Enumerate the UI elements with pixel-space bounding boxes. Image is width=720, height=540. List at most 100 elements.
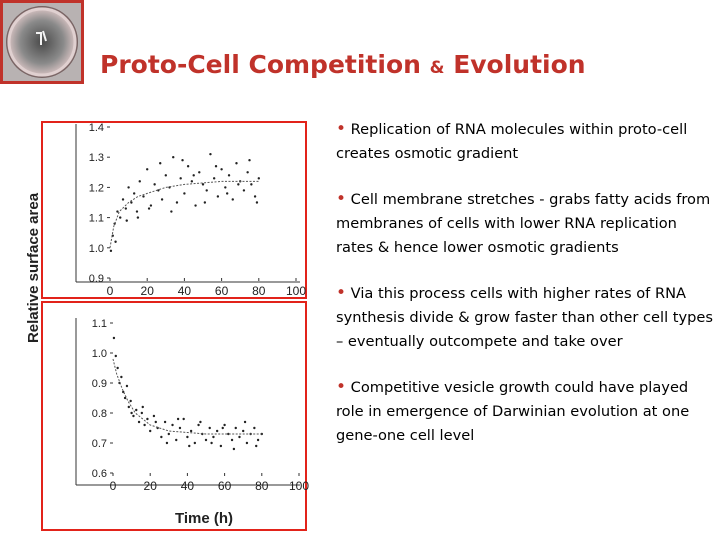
- c1-x-tick-label: 40: [178, 284, 192, 298]
- c2-x-tick-label: 40: [181, 479, 195, 493]
- c1-data-point: [138, 180, 141, 183]
- c1-data-point: [248, 159, 251, 162]
- c2-data-point: [143, 423, 146, 427]
- c1-data-point: [121, 198, 125, 201]
- c2-data-point: [123, 396, 127, 400]
- c2-data-point: [175, 438, 178, 442]
- c1-data-point: [157, 189, 160, 192]
- c1-data-point: [175, 201, 179, 204]
- c1-data-point: [170, 210, 173, 213]
- c1-data-point: [146, 168, 149, 171]
- chart1-frame: [41, 121, 307, 299]
- x-axis-label: Time (h): [175, 510, 233, 527]
- c1-data-point: [227, 174, 231, 177]
- c1-data-point: [214, 165, 218, 168]
- c1-data-point: [127, 186, 130, 189]
- c1-data-point: [164, 174, 167, 177]
- c1-data-point: [194, 204, 197, 207]
- y-axis-label: Relative surface area: [25, 192, 42, 343]
- c2-data-point: [130, 411, 133, 415]
- c2-data-point: [215, 429, 219, 433]
- c2-data-point: [253, 426, 256, 430]
- bullet-text: Cell membrane stretches - grabs fatty ac…: [336, 191, 711, 256]
- c2-data-point: [199, 420, 202, 424]
- c2-data-point: [146, 417, 149, 421]
- bullet-list: • Replication of RNA molecules within pr…: [336, 117, 716, 469]
- c2-data-point: [171, 423, 174, 427]
- c2-y-tick-label: 0.8: [92, 408, 107, 420]
- c1-x-tick-label: 80: [252, 284, 266, 298]
- c1-data-point: [136, 216, 140, 219]
- c2-data-point: [137, 420, 141, 424]
- c2-data-point: [242, 429, 245, 433]
- c1-data-point: [242, 189, 246, 192]
- bullet-item: • Replication of RNA molecules within pr…: [336, 117, 716, 166]
- c1-y-tick-label: 1.0: [89, 243, 104, 255]
- c2-data-point: [165, 441, 169, 445]
- c2-data-point: [116, 366, 119, 370]
- c2-data-point: [193, 441, 197, 445]
- c1-data-point: [135, 210, 139, 213]
- c2-data-point: [232, 447, 236, 451]
- c2-data-point: [243, 420, 247, 424]
- c1-data-point: [192, 174, 195, 177]
- c1-data-point: [149, 204, 153, 207]
- title-ampersand: &: [429, 58, 445, 78]
- chart-bottom-fit-line: [112, 358, 262, 435]
- bullet-text: Competitive vesicle growth could have pl…: [336, 379, 690, 444]
- c2-data-point: [238, 435, 241, 439]
- c2-data-point: [114, 354, 117, 358]
- c2-data-point: [186, 435, 189, 439]
- slide-title: Proto-Cell Competition & Evolution: [100, 50, 586, 79]
- c2-x-tick-label: 0: [110, 479, 117, 493]
- c1-data-point: [114, 240, 117, 243]
- bullet-item: • Competitive vesicle growth could have …: [336, 375, 716, 448]
- c2-data-point: [125, 384, 129, 388]
- c1-data-point: [186, 165, 190, 168]
- c1-data-point: [246, 171, 249, 174]
- c1-data-point: [124, 207, 128, 210]
- c1-data-point: [250, 183, 253, 186]
- chart-bottom: 1.1 1.0 0.9 0.8 0.7 0.60 20 40 60 80 100: [75, 318, 309, 493]
- c1-data-point: [147, 207, 151, 210]
- c2-y-tick-label: 1.0: [92, 348, 107, 360]
- c1-data-point: [220, 168, 223, 171]
- bullet-item: • Via this process cells with higher rat…: [336, 281, 716, 354]
- c1-data-point: [216, 195, 220, 198]
- figure: 1.41.31.21.11.00.90 20 40 60 80 100 1.11.00.9…: [25, 121, 309, 531]
- chart-top-fit-line: [109, 180, 259, 248]
- c2-data-point: [141, 405, 144, 409]
- c2-data-point: [188, 444, 191, 448]
- c1-data-point: [255, 201, 259, 204]
- c1-y-tick-label: 0.9: [89, 273, 104, 285]
- c2-data-point: [120, 375, 123, 379]
- c2-data-point: [208, 426, 211, 430]
- c1-data-point: [130, 201, 133, 204]
- bullet-dot-icon: •: [336, 377, 347, 397]
- c2-y-tick-label: 0.7: [92, 438, 107, 450]
- c1-data-point: [183, 192, 186, 195]
- c2-data-point: [129, 399, 132, 403]
- c2-data-point: [212, 435, 215, 439]
- c2-data-point: [219, 444, 223, 448]
- c1-y-tick-label: 1.4: [89, 122, 104, 134]
- c1-data-point: [109, 249, 113, 253]
- c2-data-point: [210, 441, 213, 445]
- c2-y-tick-label: 0.9: [92, 378, 107, 390]
- c1-x-tick-label: 100: [286, 284, 306, 298]
- c1-y-tick-label: 1.1: [89, 213, 104, 225]
- c2-data-point: [230, 438, 234, 442]
- c1-data-point: [203, 201, 207, 204]
- c2-data-point: [112, 336, 116, 340]
- c2-data-point: [152, 414, 156, 418]
- c1-x-tick-label: 60: [215, 284, 229, 298]
- c1-data-point: [237, 183, 240, 186]
- c1-data-point: [181, 159, 184, 162]
- c2-data-point: [256, 438, 260, 442]
- c2-x-tick-label: 80: [255, 479, 269, 493]
- c2-data-point: [227, 432, 230, 436]
- c1-y-tick-label: 1.2: [89, 182, 104, 194]
- c1-data-point: [153, 183, 156, 186]
- c2-data-point: [221, 426, 224, 430]
- c1-data-point: [257, 177, 260, 180]
